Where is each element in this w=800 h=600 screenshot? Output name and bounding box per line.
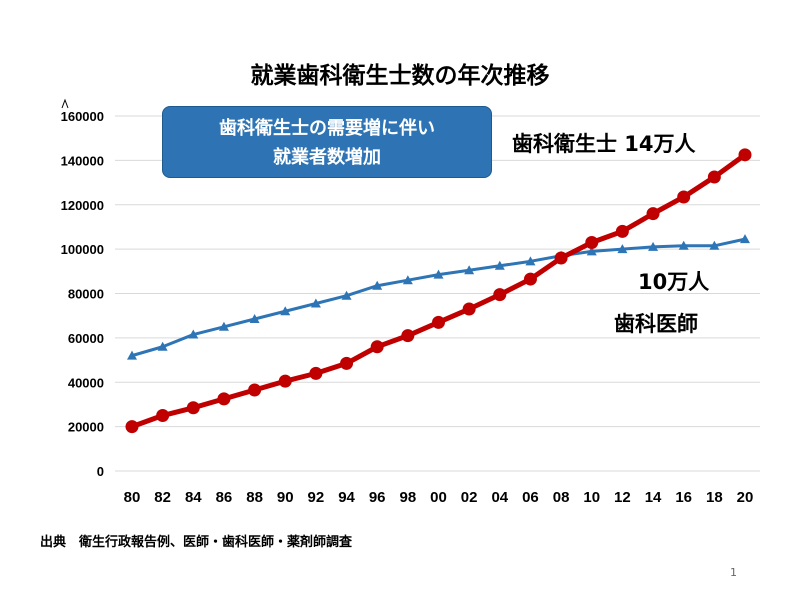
x-tick-label: 00 bbox=[430, 489, 447, 506]
page-number: 1 bbox=[730, 566, 737, 579]
hygienist-label: 歯科衛生士 14万人 bbox=[512, 132, 696, 156]
x-tick-label: 98 bbox=[400, 489, 417, 506]
y-tick-label: 160000 bbox=[61, 109, 104, 124]
x-tick-label: 20 bbox=[737, 489, 754, 506]
data-point bbox=[677, 190, 691, 204]
data-point bbox=[278, 374, 292, 388]
data-point bbox=[617, 244, 628, 254]
x-tick-label: 14 bbox=[645, 489, 662, 506]
y-tick-label: 0 bbox=[97, 464, 104, 479]
x-axis-ticks: 80 82 84 86 88 90 92 94 96 98 00 02 04 06 08 10 12 14 16 18… bbox=[124, 489, 754, 506]
callout-box: 歯科衛生士の需要増に伴い 就業者数増加 bbox=[162, 106, 492, 178]
y-tick-label: 120000 bbox=[61, 198, 104, 213]
data-point bbox=[125, 420, 139, 434]
y-tick-label: 100000 bbox=[61, 242, 104, 257]
x-tick-label: 88 bbox=[246, 489, 263, 506]
data-point bbox=[585, 235, 599, 249]
data-point bbox=[464, 265, 475, 275]
data-point bbox=[370, 340, 384, 354]
x-tick-label: 86 bbox=[216, 489, 233, 506]
x-tick-label: 84 bbox=[185, 489, 202, 506]
data-point bbox=[433, 269, 444, 279]
x-tick-label: 10 bbox=[583, 489, 600, 506]
x-tick-label: 96 bbox=[369, 489, 386, 506]
data-point bbox=[648, 241, 659, 251]
dentist-count-label: 10万人 bbox=[638, 270, 710, 294]
data-point bbox=[738, 148, 752, 162]
y-tick-label: 80000 bbox=[68, 287, 104, 302]
data-point bbox=[372, 280, 383, 290]
x-tick-label: 02 bbox=[461, 489, 478, 506]
x-tick-label: 82 bbox=[154, 489, 171, 506]
data-point bbox=[646, 207, 660, 221]
series-group bbox=[125, 148, 752, 434]
data-point bbox=[707, 170, 721, 184]
data-point bbox=[218, 321, 229, 331]
y-tick-label: 60000 bbox=[68, 331, 104, 346]
data-point bbox=[740, 234, 750, 244]
data-point bbox=[248, 383, 262, 397]
data-point bbox=[432, 315, 445, 329]
y-tick-label: 140000 bbox=[61, 153, 104, 168]
data-point bbox=[586, 246, 597, 256]
chart-title: 就業歯科衛生士数の年次推移 bbox=[250, 63, 550, 89]
data-point bbox=[402, 275, 413, 285]
data-point bbox=[401, 329, 415, 343]
x-tick-label: 08 bbox=[553, 489, 570, 506]
x-tick-label: 18 bbox=[706, 489, 723, 506]
x-tick-label: 12 bbox=[614, 489, 631, 506]
data-point bbox=[310, 298, 321, 308]
data-point bbox=[554, 251, 568, 265]
data-point bbox=[525, 256, 536, 266]
x-tick-label: 92 bbox=[308, 489, 325, 506]
data-point bbox=[494, 260, 505, 270]
data-point bbox=[188, 329, 199, 339]
y-tick-label: 20000 bbox=[68, 420, 104, 435]
data-point bbox=[280, 306, 291, 316]
data-point bbox=[217, 392, 231, 406]
x-tick-label: 94 bbox=[338, 489, 355, 506]
callout-line2: 就業者数増加 bbox=[273, 147, 381, 168]
data-point bbox=[709, 240, 720, 250]
data-point bbox=[615, 224, 629, 238]
x-tick-label: 06 bbox=[522, 489, 539, 506]
y-axis-ticks: 0 20000 40000 60000 80000 100000 120000 140000 1… bbox=[61, 109, 104, 479]
data-point bbox=[493, 288, 507, 302]
data-point bbox=[186, 401, 200, 415]
callout-line1: 歯科衛生士の需要増に伴い bbox=[219, 118, 435, 139]
x-tick-label: 04 bbox=[491, 489, 508, 506]
data-point bbox=[156, 409, 170, 423]
data-point bbox=[523, 272, 537, 286]
y-axis-arrow bbox=[61, 98, 69, 109]
data-point bbox=[341, 290, 352, 300]
data-point bbox=[127, 350, 137, 360]
source-note: 出典 衛生行政報告例、医師・歯科医師・薬剤師調査 bbox=[40, 535, 353, 550]
data-point bbox=[309, 366, 323, 380]
data-point bbox=[249, 314, 260, 324]
x-tick-label: 90 bbox=[277, 489, 294, 506]
data-point bbox=[157, 341, 168, 351]
dentist-label: 歯科医師 bbox=[614, 312, 698, 336]
y-tick-label: 40000 bbox=[68, 375, 104, 390]
data-point bbox=[462, 302, 476, 316]
x-tick-label: 16 bbox=[675, 489, 692, 506]
data-point bbox=[340, 356, 354, 370]
data-point bbox=[678, 240, 689, 250]
x-tick-label: 80 bbox=[124, 489, 141, 506]
